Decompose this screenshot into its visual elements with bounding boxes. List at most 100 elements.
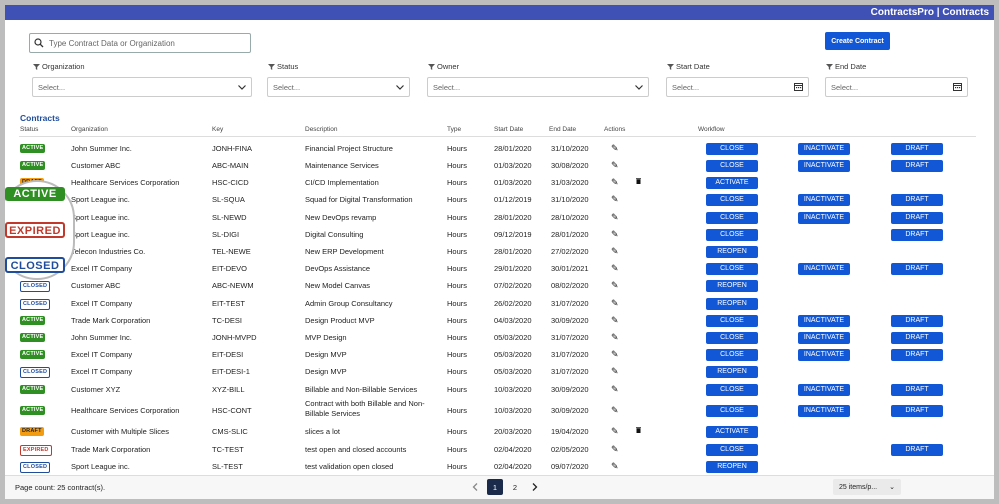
edit-pencil-icon[interactable]: ✎ — [611, 262, 619, 273]
draft-button[interactable]: DRAFT — [891, 262, 943, 275]
start-date-cell: 02/04/2020 — [494, 461, 532, 471]
inactivate-button[interactable]: INACTIVATE — [798, 159, 850, 172]
filter-select-start-date[interactable]: Select... — [666, 77, 809, 97]
organization-cell: Excel IT Company — [71, 349, 133, 359]
edit-pencil-icon[interactable]: ✎ — [611, 176, 619, 187]
activate-button[interactable]: ACTIVATE — [706, 176, 758, 189]
filter-select-value: Select... — [672, 82, 700, 92]
edit-pencil-icon[interactable]: ✎ — [611, 404, 619, 415]
create-contract-button[interactable]: Create Contract — [825, 32, 890, 50]
previous-page-icon[interactable] — [467, 479, 483, 495]
close-button[interactable]: CLOSE — [706, 159, 758, 172]
column-header-description[interactable]: Description — [305, 126, 338, 133]
close-button[interactable]: CLOSE — [706, 404, 758, 417]
column-header-type[interactable]: Type — [447, 126, 462, 133]
inactivate-button[interactable]: INACTIVATE — [798, 193, 850, 206]
edit-pencil-icon[interactable]: ✎ — [611, 193, 619, 204]
draft-button[interactable]: DRAFT — [891, 348, 943, 361]
edit-pencil-icon[interactable]: ✎ — [611, 297, 619, 308]
inactivate-button[interactable]: INACTIVATE — [798, 383, 850, 396]
edit-pencil-icon[interactable]: ✎ — [611, 279, 619, 290]
edit-pencil-icon[interactable]: ✎ — [611, 443, 619, 454]
close-button[interactable]: CLOSE — [706, 228, 758, 241]
edit-pencil-icon[interactable]: ✎ — [611, 159, 619, 170]
reopen-button[interactable]: REOPEN — [706, 460, 758, 473]
column-header-actions: Actions — [604, 126, 626, 133]
filter-select-status[interactable]: Select... — [267, 77, 410, 97]
filter-label-status: Status — [268, 62, 298, 71]
trash-icon[interactable] — [636, 177, 641, 186]
description-cell: Digital Consulting — [305, 229, 364, 239]
end-date-cell: 30/09/2020 — [551, 405, 589, 415]
search-icon — [34, 38, 44, 48]
draft-button[interactable]: DRAFT — [891, 211, 943, 224]
status-badge: ACTIVE — [20, 143, 46, 153]
close-button[interactable]: CLOSE — [706, 314, 758, 327]
filter-select-owner[interactable]: Select... — [427, 77, 649, 97]
edit-pencil-icon[interactable]: ✎ — [611, 331, 619, 342]
trash-icon[interactable] — [636, 426, 641, 435]
column-header-status[interactable]: Status — [20, 126, 39, 133]
close-button[interactable]: CLOSE — [706, 331, 758, 344]
start-date-cell: 01/03/2020 — [494, 177, 532, 187]
filter-label-text: Organization — [42, 62, 85, 71]
column-header-start-date[interactable]: Start Date — [494, 126, 524, 133]
column-header-key[interactable]: Key — [212, 126, 224, 133]
edit-pencil-icon[interactable]: ✎ — [611, 348, 619, 359]
inactivate-button[interactable]: INACTIVATE — [798, 404, 850, 417]
start-date-cell: 29/01/2020 — [494, 263, 532, 273]
organization-cell: Sport League inc. — [71, 461, 130, 471]
edit-pencil-icon[interactable]: ✎ — [611, 383, 619, 394]
draft-button[interactable]: DRAFT — [891, 314, 943, 327]
page-button[interactable]: 2 — [512, 482, 518, 492]
draft-button[interactable]: DRAFT — [891, 383, 943, 396]
page-button[interactable]: 1 — [487, 479, 503, 495]
type-cell: Hours — [447, 384, 468, 394]
reopen-button[interactable]: REOPEN — [706, 245, 758, 258]
edit-pencil-icon[interactable]: ✎ — [611, 142, 619, 153]
inactivate-button[interactable]: INACTIVATE — [798, 262, 850, 275]
close-button[interactable]: CLOSE — [706, 348, 758, 361]
column-header-end-date[interactable]: End Date — [549, 126, 577, 133]
edit-pencil-icon[interactable]: ✎ — [611, 211, 619, 222]
close-button[interactable]: CLOSE — [706, 262, 758, 275]
filter-select-organization[interactable]: Select... — [32, 77, 252, 97]
edit-pencil-icon[interactable]: ✎ — [611, 245, 619, 256]
activate-button[interactable]: ACTIVATE — [706, 425, 758, 438]
draft-button[interactable]: DRAFT — [891, 142, 943, 155]
draft-button[interactable]: DRAFT — [891, 193, 943, 206]
draft-button[interactable]: DRAFT — [891, 331, 943, 344]
key-cell: CMS-SLIC — [212, 426, 248, 436]
inactivate-button[interactable]: INACTIVATE — [798, 348, 850, 361]
draft-button[interactable]: DRAFT — [891, 443, 943, 456]
close-button[interactable]: CLOSE — [706, 383, 758, 396]
filter-select-end-date[interactable]: Select... — [825, 77, 968, 97]
reopen-button[interactable]: REOPEN — [706, 297, 758, 310]
inactivate-button[interactable]: INACTIVATE — [798, 211, 850, 224]
items-per-page-select[interactable]: 25 items/p... ⌄ — [833, 479, 901, 495]
inactivate-button[interactable]: INACTIVATE — [798, 331, 850, 344]
close-button[interactable]: CLOSE — [706, 193, 758, 206]
edit-pencil-icon[interactable]: ✎ — [611, 228, 619, 239]
draft-button[interactable]: DRAFT — [891, 404, 943, 417]
search-input[interactable]: Type Contract Data or Organization — [29, 33, 251, 53]
key-cell: XYZ-BILL — [212, 384, 245, 394]
draft-button[interactable]: DRAFT — [891, 228, 943, 241]
inactivate-button[interactable]: INACTIVATE — [798, 314, 850, 327]
edit-pencil-icon[interactable]: ✎ — [611, 460, 619, 471]
reopen-button[interactable]: REOPEN — [706, 365, 758, 378]
organization-cell: Excel IT Company — [71, 263, 133, 273]
close-button[interactable]: CLOSE — [706, 211, 758, 224]
inactivate-button[interactable]: INACTIVATE — [798, 142, 850, 155]
close-button[interactable]: CLOSE — [706, 443, 758, 456]
title-bar: ContractsPro | Contracts — [5, 5, 994, 20]
close-button[interactable]: CLOSE — [706, 142, 758, 155]
reopen-button[interactable]: REOPEN — [706, 279, 758, 292]
key-cell: HSC-CICD — [212, 177, 249, 187]
draft-button[interactable]: DRAFT — [891, 159, 943, 172]
next-page-icon[interactable] — [527, 479, 543, 495]
edit-pencil-icon[interactable]: ✎ — [611, 314, 619, 325]
edit-pencil-icon[interactable]: ✎ — [611, 365, 619, 376]
edit-pencil-icon[interactable]: ✎ — [611, 425, 619, 436]
column-header-organization[interactable]: Organization — [71, 126, 108, 133]
